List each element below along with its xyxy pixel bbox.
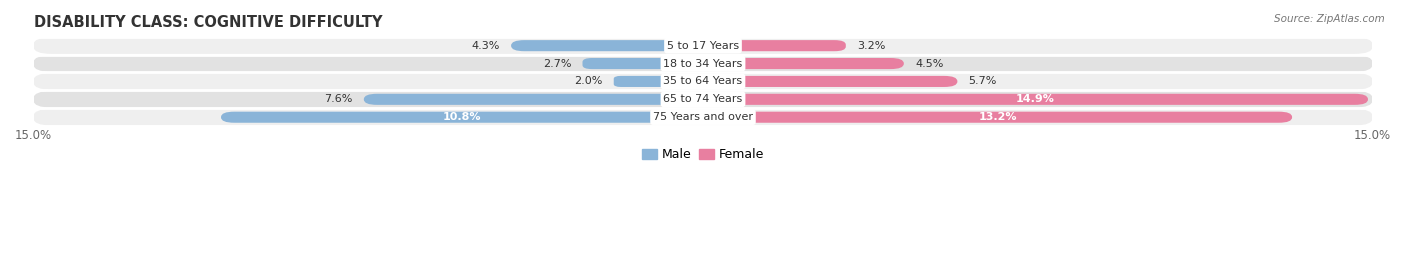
Text: DISABILITY CLASS: COGNITIVE DIFFICULTY: DISABILITY CLASS: COGNITIVE DIFFICULTY xyxy=(34,15,382,30)
Legend: Male, Female: Male, Female xyxy=(637,143,769,166)
Text: 2.7%: 2.7% xyxy=(543,59,571,69)
FancyBboxPatch shape xyxy=(34,109,1372,126)
FancyBboxPatch shape xyxy=(703,40,846,51)
FancyBboxPatch shape xyxy=(364,94,703,105)
Text: 10.8%: 10.8% xyxy=(443,112,481,122)
Text: 18 to 34 Years: 18 to 34 Years xyxy=(664,59,742,69)
FancyBboxPatch shape xyxy=(34,73,1372,90)
FancyBboxPatch shape xyxy=(34,55,1372,72)
Text: 65 to 74 Years: 65 to 74 Years xyxy=(664,94,742,104)
FancyBboxPatch shape xyxy=(34,91,1372,107)
Text: 2.0%: 2.0% xyxy=(574,76,603,86)
Text: 7.6%: 7.6% xyxy=(325,94,353,104)
FancyBboxPatch shape xyxy=(221,112,703,123)
Text: 5.7%: 5.7% xyxy=(969,76,997,86)
FancyBboxPatch shape xyxy=(703,112,1292,123)
Text: 75 Years and over: 75 Years and over xyxy=(652,112,754,122)
Text: 13.2%: 13.2% xyxy=(979,112,1017,122)
FancyBboxPatch shape xyxy=(582,58,703,69)
Text: 5 to 17 Years: 5 to 17 Years xyxy=(666,41,740,51)
FancyBboxPatch shape xyxy=(512,40,703,51)
FancyBboxPatch shape xyxy=(34,38,1372,54)
FancyBboxPatch shape xyxy=(703,58,904,69)
Text: 4.3%: 4.3% xyxy=(471,41,501,51)
FancyBboxPatch shape xyxy=(703,76,957,87)
Text: 3.2%: 3.2% xyxy=(858,41,886,51)
Text: 4.5%: 4.5% xyxy=(915,59,943,69)
Text: 14.9%: 14.9% xyxy=(1017,94,1054,104)
FancyBboxPatch shape xyxy=(703,94,1368,105)
FancyBboxPatch shape xyxy=(614,76,703,87)
Text: Source: ZipAtlas.com: Source: ZipAtlas.com xyxy=(1274,14,1385,23)
Text: 35 to 64 Years: 35 to 64 Years xyxy=(664,76,742,86)
